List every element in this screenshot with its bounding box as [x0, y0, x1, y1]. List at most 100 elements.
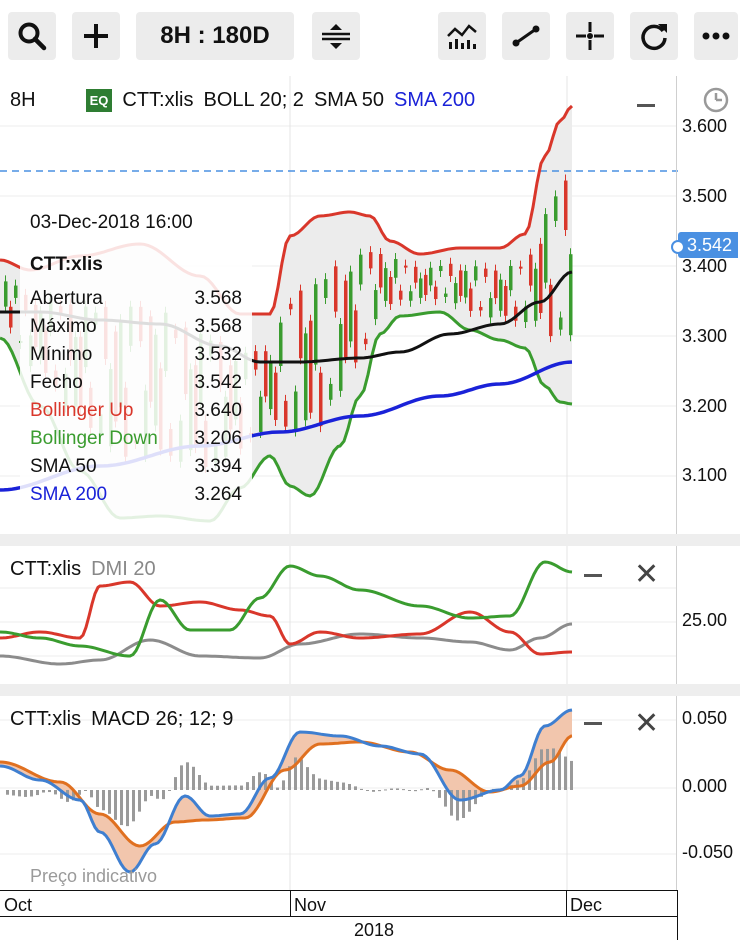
macd-histogram-bar: [228, 785, 231, 790]
toolbar: 8H : 180D: [0, 0, 740, 75]
macd-histogram-bar: [444, 790, 447, 807]
candle-body: [444, 293, 448, 297]
macd-histogram-bar: [372, 790, 375, 792]
macd-histogram-bar: [300, 759, 303, 790]
macd-histogram-bar: [162, 790, 165, 800]
tooltip-label: Abertura: [30, 288, 103, 309]
tooltip-value: 3.264: [194, 484, 242, 505]
interval-label: 8H: [10, 89, 36, 111]
macd-indicator-label[interactable]: MACD 26; 12; 9: [91, 708, 234, 730]
time-axis[interactable]: Oct Nov Dec: [0, 890, 740, 940]
macd-symbol-label[interactable]: CTT:xlis: [10, 708, 82, 730]
draw-line-icon: [512, 25, 540, 47]
macd-histogram-bar: [462, 790, 465, 818]
price-axis-line: [676, 76, 677, 534]
price-tick: 3.500: [682, 186, 728, 206]
close-dmi-pane-icon[interactable]: ✕: [634, 558, 660, 591]
pane-divider[interactable]: [0, 684, 740, 696]
macd-histogram-bar: [6, 790, 9, 795]
close-macd-pane-icon[interactable]: ✕: [634, 707, 660, 740]
dmi-pane[interactable]: CTT:xlis DMI 20 ✕ 25.00: [0, 546, 740, 684]
candle-body: [314, 284, 318, 365]
tooltip-row: Mínimo 3.532: [30, 344, 242, 366]
expand-vertical-icon: [322, 24, 350, 49]
macd-histogram-bar: [438, 790, 441, 798]
macd-histogram-bar: [270, 782, 273, 790]
search-button[interactable]: [8, 12, 56, 60]
macd-histogram-bar: [84, 790, 87, 791]
tooltip-value: 3.394: [194, 456, 242, 477]
candle-body: [504, 286, 508, 316]
candle-body: [399, 290, 403, 300]
range-selector[interactable]: 8H : 180D: [136, 12, 294, 60]
macd-pane[interactable]: CTT:xlis MACD 26; 12; 9 ✕ 0.050 0.000 -0…: [0, 696, 740, 890]
macd-histogram-bar: [132, 790, 135, 822]
dmi-chart[interactable]: [0, 546, 740, 684]
tooltip-row: SMA 200 3.264: [30, 484, 242, 506]
price-legend: 8H EQ CTT:xlis BOLL 20; 2 SMA 50 SMA 200: [10, 89, 475, 112]
candle-body: [514, 306, 518, 321]
pane-divider[interactable]: [0, 534, 740, 546]
price-pane[interactable]: 8H EQ CTT:xlis BOLL 20; 2 SMA 50 SMA 200…: [0, 76, 740, 534]
symbol-label[interactable]: CTT:xlis: [122, 89, 194, 111]
candle-body: [279, 322, 283, 367]
macd-histogram-bar: [48, 790, 51, 793]
tooltip-date: 03-Dec-2018 16:00: [30, 212, 193, 233]
month-label: Oct: [4, 895, 33, 915]
refresh-button[interactable]: [630, 12, 678, 60]
expand-vertical-button[interactable]: [312, 12, 360, 60]
macd-histogram-bar: [90, 790, 93, 798]
dmi-indicator-label[interactable]: DMI 20: [91, 558, 156, 580]
macd-histogram-bar: [192, 766, 195, 790]
candle-body: [334, 266, 338, 312]
tooltip-label: Bollinger Up: [30, 400, 134, 421]
draw-line-button[interactable]: [502, 12, 550, 60]
candle-body: [404, 265, 408, 268]
macd-histogram-bar: [108, 790, 111, 814]
macd-histogram-bar: [252, 775, 255, 790]
collapse-macd-pane-icon[interactable]: [584, 722, 602, 725]
more-button[interactable]: [694, 12, 738, 60]
macd-histogram-bar: [186, 762, 189, 790]
candle-body: [284, 400, 288, 427]
macd-chart[interactable]: [0, 696, 740, 890]
macd-histogram-bar: [306, 767, 309, 790]
clock-icon[interactable]: [702, 86, 730, 114]
dmi-axis-line: [676, 546, 677, 684]
axis-end-separator: [677, 890, 678, 940]
collapse-price-pane-icon[interactable]: [637, 104, 655, 107]
macd-histogram-bar: [378, 790, 381, 792]
dmi-symbol-label[interactable]: CTT:xlis: [10, 558, 82, 580]
price-tick: 3.300: [682, 326, 728, 346]
macd-histogram-bar: [42, 790, 45, 793]
macd-histogram-bar: [288, 766, 291, 790]
candle-body: [549, 284, 553, 337]
boll-label[interactable]: BOLL 20; 2: [203, 89, 304, 111]
candle-body: [464, 270, 468, 298]
tooltip-row: Fecho 3.542: [30, 372, 242, 394]
macd-tick: 0.000: [682, 776, 728, 796]
macd-histogram-bar: [150, 790, 153, 796]
macd-histogram-bar: [12, 790, 15, 796]
dmi-tick: 25.00: [682, 610, 728, 630]
sma50-label[interactable]: SMA 50: [313, 89, 384, 111]
indicative-price-watermark: Preço indicativo: [30, 866, 158, 886]
macd-histogram-bar: [414, 790, 417, 792]
candle-body: [264, 351, 268, 397]
macd-histogram-bar: [546, 748, 549, 790]
macd-histogram-bar: [138, 790, 141, 812]
crosshair-button[interactable]: [566, 12, 614, 60]
tooltip-label: SMA 50: [30, 456, 97, 477]
candle-body: [309, 320, 313, 413]
tooltip-label: Fecho: [30, 372, 83, 393]
macd-histogram-bar: [222, 785, 225, 790]
candle-body: [544, 214, 548, 283]
candle-body: [459, 270, 463, 296]
sma200-label[interactable]: SMA 200: [393, 89, 476, 111]
macd-histogram-bar: [60, 790, 63, 799]
macd-histogram-bar: [450, 790, 453, 816]
add-button[interactable]: [72, 12, 120, 60]
candle-body: [474, 266, 478, 281]
indicators-button[interactable]: [438, 12, 486, 60]
collapse-dmi-pane-icon[interactable]: [584, 574, 602, 577]
